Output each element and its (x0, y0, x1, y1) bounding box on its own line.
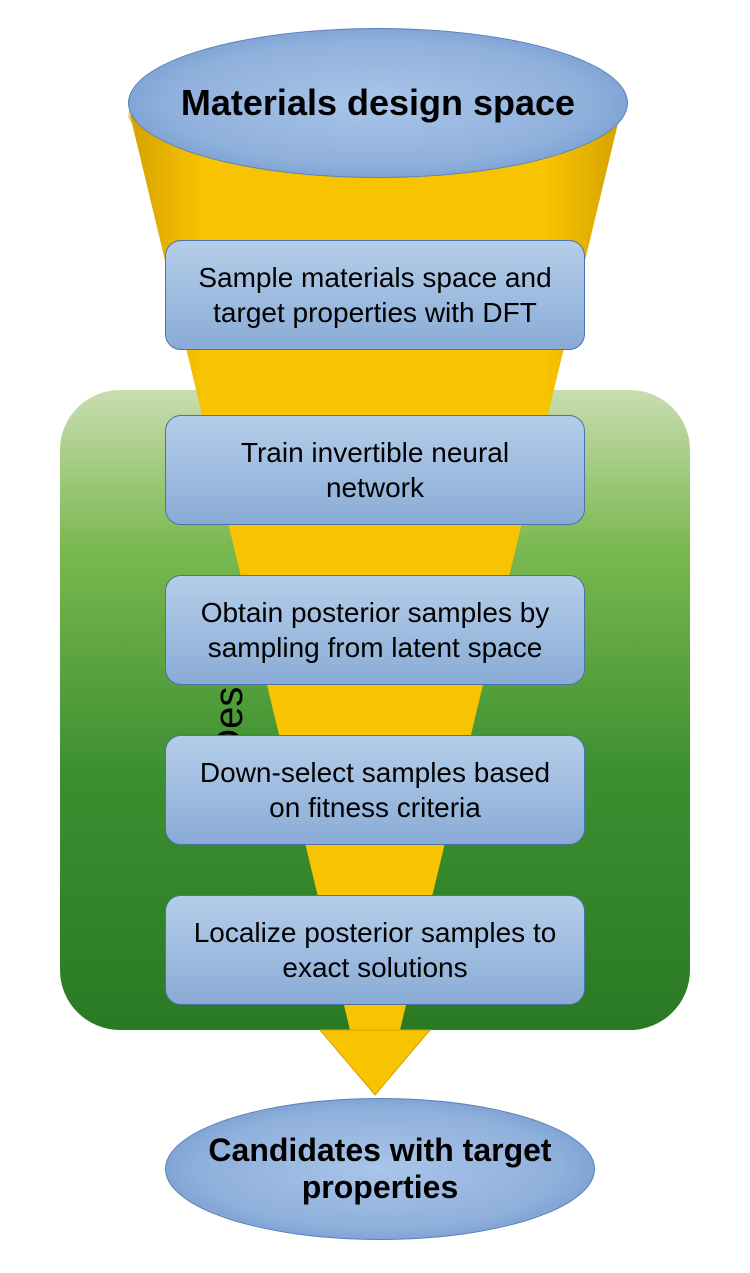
step-label-5: Localize posterior samples to exact solu… (188, 915, 562, 985)
step-box-5: Localize posterior samples to exact solu… (165, 895, 585, 1005)
bottom-ellipse-label: Candidates with target properties (166, 1132, 594, 1206)
diagram-container: MatDesINNe Materials design space Sample… (0, 0, 750, 1273)
step-box-1: Sample materials space and target proper… (165, 240, 585, 350)
step-label-1: Sample materials space and target proper… (188, 260, 562, 330)
step-box-4: Down-select samples based on fitness cri… (165, 735, 585, 845)
bottom-ellipse: Candidates with target properties (165, 1098, 595, 1240)
step-label-4: Down-select samples based on fitness cri… (188, 755, 562, 825)
step-label-2: Train invertible neural network (188, 435, 562, 505)
step-box-2: Train invertible neural network (165, 415, 585, 525)
step-label-3: Obtain posterior samples by sampling fro… (188, 595, 562, 665)
top-ellipse: Materials design space (128, 28, 628, 178)
top-ellipse-label: Materials design space (181, 82, 575, 123)
step-box-3: Obtain posterior samples by sampling fro… (165, 575, 585, 685)
